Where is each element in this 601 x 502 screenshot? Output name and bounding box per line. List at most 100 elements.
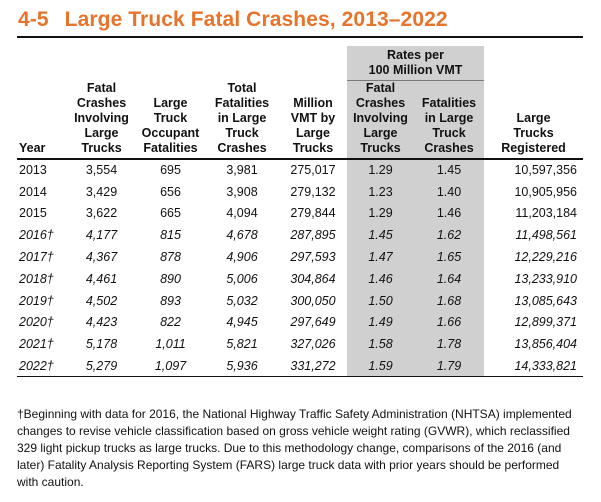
cell-fatal-crashes: 5,178 — [85, 337, 118, 352]
cell-year: 2022† — [17, 355, 67, 378]
cell-fatal-crashes: 5,279 — [67, 355, 136, 378]
cell-total-fatalities: 4,678 — [226, 228, 258, 243]
table-row: 2018† 4,461 890 5,006 304,864 1.46 1.64 13,233,… — [17, 267, 583, 290]
cell-fatal-crashes: 4,367 — [85, 250, 118, 265]
cell-registered: 13,233,910 — [514, 271, 578, 286]
cell-rate-crashes: 1.46 — [347, 267, 414, 290]
cell-registered: 11,498,561 — [515, 228, 578, 243]
table-row: 2021† 5,178 1,011 5,821 327,026 1.58 1.78 13,85… — [17, 333, 583, 356]
cell-registered: 13,085,643 — [514, 293, 578, 308]
cell-vmt: 287,895 — [290, 228, 336, 243]
cell-occupant-fatalities: 815 — [160, 228, 181, 243]
footnote: †Beginning with data for 2016, the Natio… — [17, 407, 572, 489]
cell-rate-fatalities: 1.79 — [414, 355, 485, 378]
cell-rate-fatalities: 1.66 — [414, 311, 485, 334]
cell-occupant-fatalities: 665 — [160, 206, 181, 221]
rates-group-header: Rates per 100 Million VMT — [347, 46, 485, 81]
cell-rate-crashes: 1.50 — [347, 289, 414, 312]
cell-rate-crashes: 1.45 — [347, 224, 414, 247]
cell-rate-fatalities: 1.64 — [414, 267, 485, 290]
title-text: Large Truck Fatal Crashes, 2013–2022 — [64, 8, 448, 31]
header-fatal-crashes: Fatal Crashes Involving Large Trucks — [67, 80, 136, 160]
cell-total-fatalities: 4,094 — [226, 206, 258, 221]
cell-year: 2014 — [19, 184, 47, 199]
cell-occupant-fatalities: 893 — [160, 293, 181, 308]
cell-rate-fatalities: 1.40 — [414, 180, 485, 203]
cell-occupant-fatalities: 656 — [160, 184, 181, 199]
cell-rate-fatalities: 1.46 — [414, 202, 485, 225]
cell-vmt: 300,050 — [290, 293, 336, 308]
cell-fatal-crashes: 4,461 — [85, 271, 118, 286]
cell-registered: 14,333,821 — [484, 355, 584, 378]
cell-total-fatalities: 4,906 — [226, 250, 258, 265]
cell-rate-fatalities: 1.62 — [414, 224, 485, 247]
cell-total-fatalities: 4,945 — [226, 315, 258, 330]
cell-year: 2019† — [19, 293, 54, 308]
cell-total-fatalities: 5,006 — [226, 271, 258, 286]
cell-total-fatalities: 5,936 — [205, 355, 279, 378]
header-year: Year — [17, 80, 67, 160]
cell-year: 2015 — [19, 206, 47, 221]
cell-vmt: 327,026 — [290, 337, 336, 352]
cell-registered: 12,899,371 — [514, 315, 578, 330]
cell-occupant-fatalities: 822 — [160, 315, 181, 330]
table-row: 2015 3,622 665 4,094 279,844 1.29 1.46 11,203,1… — [17, 202, 583, 225]
header-registered: Large Trucks Registered — [484, 80, 584, 160]
table-row: 2020† 4,423 822 4,945 297,649 1.49 1.66 12,899,… — [17, 311, 583, 334]
cell-occupant-fatalities: 1,011 — [155, 337, 186, 352]
cell-vmt: 275,017 — [290, 163, 336, 178]
table-row: 2014 3,429 656 3,908 279,132 1.23 1.40 10,905,9… — [17, 180, 583, 203]
cell-rate-crashes: 1.23 — [347, 180, 414, 203]
cell-registered: 12,229,216 — [514, 250, 578, 265]
cell-fatal-crashes: 3,554 — [85, 163, 118, 178]
header-total-fatalities: Total Fatalities in Large Truck Crashes — [205, 80, 279, 160]
cell-fatal-crashes: 3,622 — [85, 206, 118, 221]
cell-vmt: 331,272 — [279, 355, 347, 378]
cell-rate-fatalities: 1.68 — [414, 289, 485, 312]
table-number: 4-5 — [18, 8, 49, 31]
cell-rate-fatalities: 1.78 — [414, 333, 485, 356]
cell-fatal-crashes: 3,429 — [85, 184, 118, 199]
cell-fatal-crashes: 4,502 — [85, 293, 118, 308]
cell-registered: 11,203,184 — [515, 206, 578, 221]
cell-occupant-fatalities: 890 — [160, 271, 181, 286]
cell-year: 2018† — [19, 271, 54, 286]
cell-registered: 10,905,956 — [514, 184, 578, 199]
cell-vmt: 304,864 — [290, 271, 336, 286]
cell-total-fatalities: 5,821 — [226, 337, 258, 352]
cell-year: 2021† — [19, 337, 54, 352]
table-row: 2022† 5,279 1,097 5,936 331,272 1.59 1.79 14,33… — [17, 355, 584, 378]
cell-year: 2017† — [19, 250, 54, 265]
page-title: 4-5 Large Truck Fatal Crashes, 2013–2022 — [18, 8, 448, 32]
cell-registered: 10,597,356 — [514, 163, 578, 178]
cell-occupant-fatalities: 878 — [160, 250, 181, 265]
cell-rate-crashes: 1.49 — [347, 311, 414, 334]
cell-total-fatalities: 5,032 — [226, 293, 258, 308]
fatal-crashes-table: Rates per 100 Million VMT Year Fatal Cra… — [17, 46, 584, 378]
header-occupant-fatalities: Large Truck Occupant Fatalities — [136, 80, 205, 160]
cell-occupant-fatalities: 695 — [160, 163, 181, 178]
cell-vmt: 297,593 — [290, 250, 336, 265]
cell-rate-crashes: 1.58 — [347, 333, 414, 356]
cell-rate-fatalities: 1.45 — [414, 159, 485, 181]
cell-fatal-crashes: 4,177 — [85, 228, 118, 243]
cell-vmt: 297,649 — [290, 315, 336, 330]
header-vmt: Million VMT by Large Trucks — [279, 80, 347, 160]
header-rate-crashes: Fatal Crashes Involving Large Trucks — [347, 80, 414, 160]
title-rule — [17, 36, 583, 38]
cell-total-fatalities: 3,981 — [226, 163, 258, 178]
cell-rate-crashes: 1.47 — [347, 246, 414, 268]
cell-fatal-crashes: 4,423 — [85, 315, 118, 330]
cell-year: 2020† — [19, 315, 54, 330]
cell-year: 2016† — [19, 228, 54, 243]
table-row: 2019† 4,502 893 5,032 300,050 1.50 1.68 13,085,… — [17, 289, 583, 312]
cell-rate-crashes: 1.29 — [347, 202, 414, 225]
header-rate-fatalities: Fatalities in Large Truck Crashes — [414, 80, 485, 160]
table-row: 2017† 4,367 878 4,906 297,593 1.47 1.65 12,229,… — [17, 246, 583, 268]
table-row: 2016† 4,177 815 4,678 287,895 1.45 1.62 11,498,… — [17, 224, 583, 247]
cell-vmt: 279,132 — [290, 184, 336, 199]
cell-registered: 13,856,404 — [514, 337, 578, 352]
cell-vmt: 279,844 — [290, 206, 336, 221]
table-row: 2013 3,554 695 3,981 275,017 1.29 1.45 10,597,3… — [17, 159, 583, 181]
cell-year: 2013 — [19, 163, 47, 178]
